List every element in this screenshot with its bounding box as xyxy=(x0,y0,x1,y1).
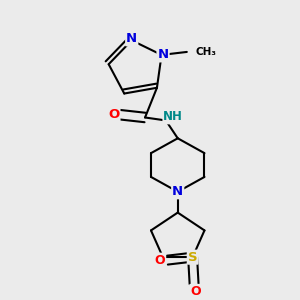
Text: O: O xyxy=(154,254,165,267)
Text: O: O xyxy=(190,285,201,298)
Text: CH₃: CH₃ xyxy=(196,47,217,57)
Text: N: N xyxy=(172,185,183,198)
Text: S: S xyxy=(188,251,197,264)
Text: NH: NH xyxy=(163,110,183,123)
Text: N: N xyxy=(126,32,137,45)
Text: N: N xyxy=(158,48,169,62)
Text: O: O xyxy=(108,108,119,121)
